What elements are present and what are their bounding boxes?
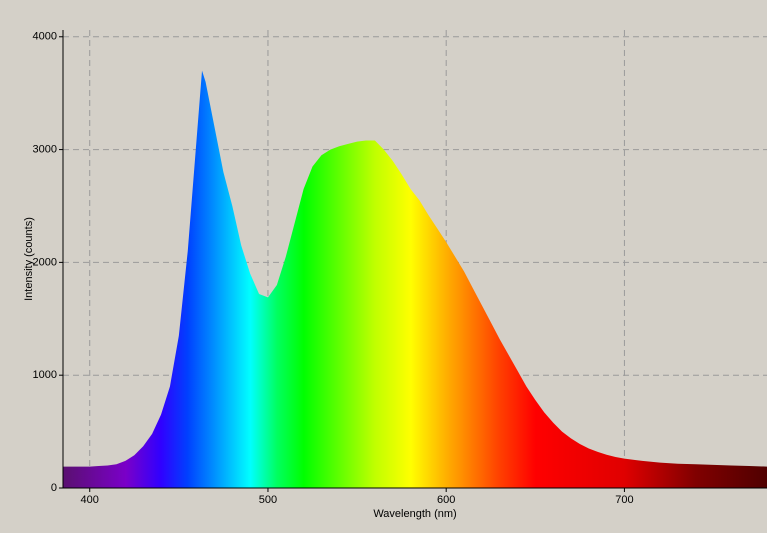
x-tick-label: 500 bbox=[259, 494, 277, 506]
x-tick-label: 700 bbox=[615, 494, 633, 506]
y-axis-label: Intensity (counts) bbox=[23, 217, 35, 301]
y-tick-label: 0 bbox=[51, 482, 57, 494]
y-tick-label: 1000 bbox=[33, 369, 57, 381]
x-tick-label: 600 bbox=[437, 494, 455, 506]
spectrum-area bbox=[63, 70, 767, 488]
ticks: 0 1000 2000 3000 4000 400 500 600 700 bbox=[33, 31, 634, 506]
y-tick-label: 3000 bbox=[33, 143, 57, 155]
y-tick-label: 2000 bbox=[33, 256, 57, 268]
x-tick-label: 400 bbox=[81, 494, 99, 506]
y-tick-label: 4000 bbox=[33, 31, 57, 43]
plot bbox=[63, 70, 767, 488]
x-axis-label: Wavelength (nm) bbox=[373, 508, 456, 520]
